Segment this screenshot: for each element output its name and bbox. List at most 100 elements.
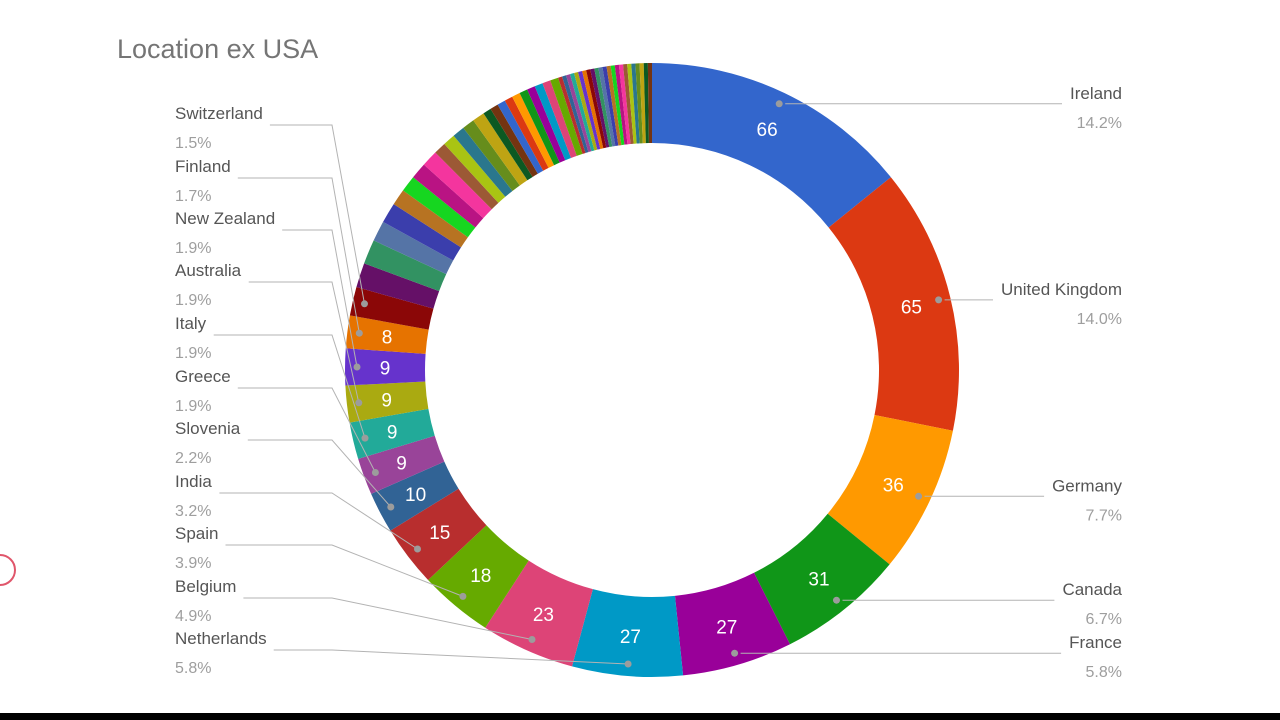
callout-pct-india: 3.2% [175,503,211,520]
slice-value-italy: 9 [387,423,398,444]
donut-slice-spain[interactable] [428,525,529,628]
callout-dot-germany [915,492,923,500]
donut-slice-greece[interactable] [358,435,445,494]
donut-slice-italy[interactable] [349,408,435,459]
donut-slice-other-56[interactable] [627,63,637,144]
donut-slice-other-33[interactable] [512,93,555,168]
callout-label-germany: Germany [1052,476,1122,495]
callout-leader-belgium [243,597,533,640]
donut-slice-other-30[interactable] [490,104,538,177]
donut-slice-switzerland[interactable] [349,287,434,330]
callout-leader-netherlands [273,649,629,665]
donut-slice-other-32[interactable] [504,96,549,171]
callout-label-canada: Canada [1062,580,1122,599]
donut-slice-other-41[interactable] [566,74,592,153]
donut-slice-other-50[interactable] [602,66,619,146]
donut-slice-other-55[interactable] [623,64,634,145]
callout-dot-united-kingdom [935,296,943,304]
donut-slice-other-28[interactable] [473,113,528,186]
donut-slice-other-18[interactable] [373,221,454,275]
donut-slice-other-60[interactable] [643,63,649,144]
donut-slice-other-54[interactable] [618,64,631,145]
donut-slice-other-21[interactable] [403,177,476,238]
callout-label-ireland: Ireland [1070,84,1122,103]
slice-value-australia: 9 [381,391,392,412]
donut-slice-other-24[interactable] [435,143,499,210]
donut-slice-other-49[interactable] [598,67,616,147]
donut-slice-other-34[interactable] [519,89,560,166]
callout-leader-italy [213,334,366,439]
callout-label-switzerland: Switzerland [175,104,263,123]
callout-dot-finland [355,329,363,337]
donut-slice-other-48[interactable] [594,67,613,148]
callout-label-australia: Australia [175,261,242,280]
donut-slice-other-39[interactable] [558,76,586,154]
donut-slice-other-42[interactable] [570,73,595,152]
callout-label-new-zealand: New Zealand [175,209,275,228]
callout-label-spain: Spain [175,524,218,543]
donut-slice-other-20[interactable] [393,190,468,248]
donut-slice-other-37[interactable] [542,80,577,158]
callout-leader-spain [225,544,464,597]
donut-slice-netherlands[interactable] [572,589,684,677]
callout-dot-netherlands [624,660,632,668]
donut-slice-united-kingdom[interactable] [828,177,959,431]
donut-slice-other-46[interactable] [586,69,607,149]
callout-dot-belgium [528,636,536,643]
donut-slice-other-61[interactable] [647,63,652,144]
donut-slice-france[interactable] [674,572,790,676]
donut-slice-other-57[interactable] [631,63,640,144]
donut-slice-belgium[interactable] [485,560,593,667]
callout-leader-australia [248,281,360,403]
donut-slice-other-17[interactable] [364,240,447,292]
donut-slice-other-43[interactable] [574,72,598,151]
callout-dot-switzerland [361,300,368,308]
slice-value-greece: 9 [396,454,407,475]
video-letterbox-bar [0,713,1280,720]
donut-slice-ireland[interactable] [652,63,891,228]
callout-pct-united-kingdom: 14.0% [1077,311,1122,328]
donut-slice-australia[interactable] [345,381,429,423]
donut-slice-other-25[interactable] [444,135,506,203]
donut-slice-other-40[interactable] [562,75,589,153]
donut-slice-other-58[interactable] [635,63,643,144]
donut-slice-other-44[interactable] [578,71,601,150]
slice-value-india: 15 [429,523,450,544]
donut-slice-other-45[interactable] [582,70,604,149]
callout-pct-netherlands: 5.8% [175,660,211,677]
callout-label-united-kingdom: United Kingdom [1001,280,1122,299]
donut-slice-slovenia[interactable] [371,461,459,531]
donut-slice-other-26[interactable] [453,127,513,197]
donut-slice-other-22[interactable] [413,164,484,228]
donut-slice-other-47[interactable] [590,68,610,148]
donut-slice-canada[interactable] [754,513,890,645]
callout-dot-spain [459,592,467,600]
donut-slice-other-59[interactable] [639,63,646,144]
donut-slice-other-23[interactable] [423,152,492,219]
donut-slice-other-36[interactable] [534,83,572,161]
donut-slice-other-27[interactable] [463,120,520,191]
callout-pct-finland: 1.7% [175,188,211,205]
donut-slice-finland[interactable] [345,315,429,354]
donut-slice-germany[interactable] [827,414,953,565]
donut-slice-other-51[interactable] [606,65,622,146]
donut-slice-india[interactable] [390,488,487,580]
callout-pct-canada: 6.7% [1086,611,1122,628]
donut-slice-other-16[interactable] [356,263,440,309]
slice-value-new-zealand: 9 [380,358,391,379]
donut-slice-other-53[interactable] [614,64,628,145]
donut-slice-other-35[interactable] [527,86,566,163]
callout-dot-australia [355,399,363,407]
slice-value-france: 27 [716,617,737,638]
donut-slice-other-38[interactable] [550,77,583,156]
donut-slice-other-31[interactable] [497,100,544,174]
donut-slice-other-29[interactable] [483,108,533,181]
donut-slice-other-52[interactable] [610,65,625,146]
callout-leader-greece [237,387,376,473]
donut-slice-other-19[interactable] [383,204,461,261]
donut-slice-new-zealand[interactable] [344,348,426,386]
callout-dot-france [731,649,739,657]
callout-leader-india [219,492,418,550]
chart-title: Location ex USA [117,34,319,64]
slice-value-germany: 36 [883,475,904,496]
